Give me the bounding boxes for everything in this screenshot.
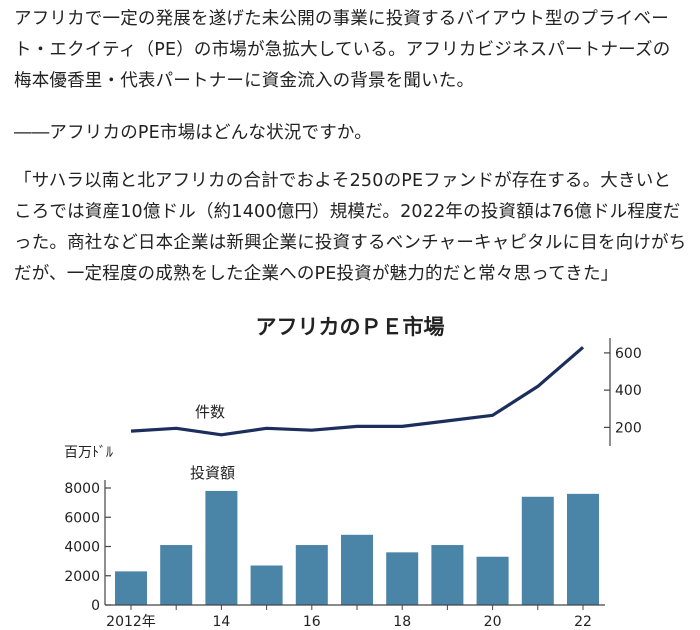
amount-bar [160, 545, 193, 605]
count-tick-label: 400 [615, 383, 642, 399]
amount-tick-label: 2000 [64, 569, 100, 585]
amount-bars [115, 490, 599, 605]
answer-paragraph: 「サハラ以南と北アフリカの合計でおよそ250のPEファンドが存在する。大きいとこ… [14, 171, 687, 284]
x-tick-label: 16 [303, 614, 321, 630]
count-series-label: 件数 [195, 403, 225, 421]
amount-bar [250, 565, 283, 605]
amount-tick-label: 6000 [64, 510, 100, 526]
amount-bar [295, 545, 328, 605]
question-paragraph: ――アフリカのPE市場はどんな状況ですか。 [14, 123, 372, 143]
amount-bar [476, 556, 509, 605]
amount-tick-label: 4000 [64, 540, 100, 556]
amount-bar [341, 534, 373, 605]
x-axis: 2012年 14 16 18 20 22 [105, 604, 605, 630]
x-tick-label: 2012年 [106, 614, 156, 630]
amount-tick-label: 0 [91, 598, 100, 614]
chart-title: アフリカのＰＥ市場 [256, 315, 445, 339]
count-tick-label: 200 [615, 420, 642, 436]
amount-series-label: 投資額 [190, 464, 235, 482]
count-axis: 200 400 600 [604, 338, 642, 446]
amount-unit-label: 百万ﾄﾞﾙ [64, 445, 113, 461]
amount-bar [386, 552, 419, 605]
amount-tick-label: 8000 [64, 481, 100, 497]
amount-bar [521, 496, 554, 605]
x-tick-label: 18 [393, 614, 411, 630]
amount-bar [431, 545, 464, 605]
amount-axis: 0 2000 4000 6000 8000 [64, 480, 111, 614]
intro-paragraph: アフリカで一定の発展を遂げた未公開の事業に投資するバイアウト型のプライベート・エ… [14, 9, 671, 91]
pe-market-chart: アフリカのＰＥ市場 200 400 600 件数 百万ﾄﾞﾙ 投資額 0 2000 40… [64, 315, 642, 630]
amount-bar [567, 493, 599, 605]
x-tick-label: 14 [212, 614, 230, 630]
x-tick-label: 22 [574, 614, 592, 630]
x-tick-label: 20 [484, 614, 502, 630]
count-series-line [130, 346, 585, 437]
amount-bar [115, 571, 147, 605]
amount-bar [205, 490, 238, 605]
count-tick-label: 600 [615, 346, 642, 362]
